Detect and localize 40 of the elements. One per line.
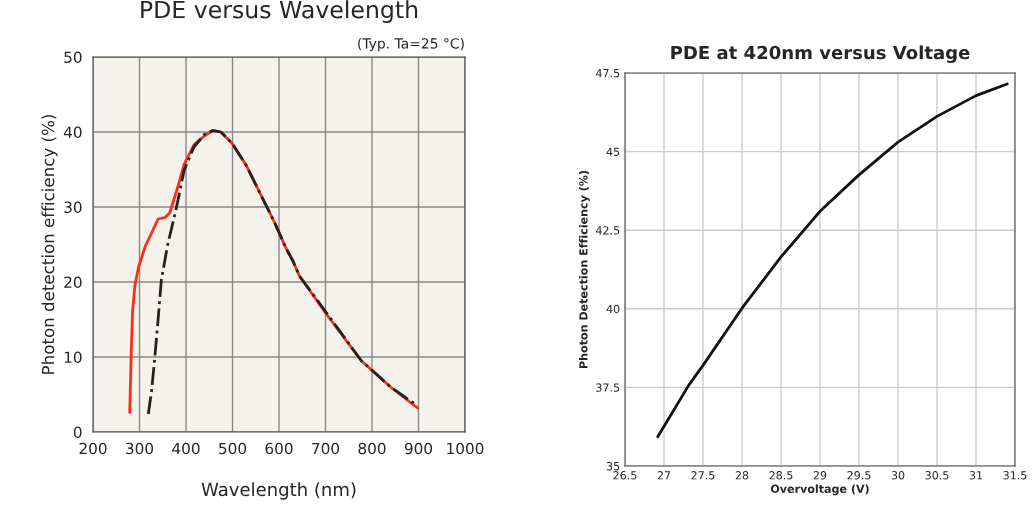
- y-tick-label: 45: [606, 147, 620, 156]
- x-tick-label: 31.5: [1003, 471, 1027, 480]
- y-axis-title: Photon Detection Efficiency (%): [579, 170, 590, 368]
- text: (Typ. Ta=25 °C): [358, 37, 464, 52]
- y-tick-label: 42.5: [595, 226, 620, 235]
- x-tick-label: 900: [404, 442, 433, 455]
- y-tick-label: 0: [73, 426, 82, 439]
- x-tick-label: 28.5: [769, 471, 793, 480]
- x-tick-label: 300: [126, 442, 154, 455]
- y-tick-label: 35: [606, 461, 620, 471]
- y-axis-title: Photon detection efficiency (%): [41, 115, 58, 374]
- chart-title: PDE at 420nm versus Voltage: [671, 45, 970, 64]
- x-tick-label: 30: [891, 471, 905, 480]
- x-tick-label: 500: [219, 442, 247, 455]
- x-tick-label: 600: [265, 442, 293, 455]
- y-tick-label: 50: [64, 51, 82, 64]
- y-tick-label: 40: [63, 126, 82, 139]
- x-tick-label: 27.5: [691, 471, 715, 480]
- x-axis-title: Overvoltage (V): [770, 484, 869, 496]
- x-tick-label: 200: [79, 442, 107, 455]
- x-tick-label: 31: [969, 471, 983, 480]
- y-tick-label: 30: [64, 201, 82, 214]
- x-tick-label: 800: [358, 442, 386, 455]
- x-tick-label: 26.5: [613, 471, 637, 480]
- x-tick-label: 700: [312, 442, 340, 455]
- x-tick-label: 1000: [447, 442, 484, 455]
- y-tick-label: 47.5: [595, 69, 620, 78]
- chart-title: PDE versus Wavelength: [141, 0, 418, 24]
- y-tick-label: 10: [64, 351, 82, 364]
- x-tick-label: 30.5: [925, 471, 949, 480]
- x-tick-label: 27: [657, 471, 671, 480]
- x-tick-label: 28: [735, 471, 749, 480]
- x-tick-label: 29.5: [847, 471, 871, 480]
- x-axis-title: Wavelength (nm): [201, 482, 356, 500]
- y-tick-label: 20: [64, 276, 82, 289]
- y-tick-label: 37.5: [596, 383, 620, 392]
- x-tick-label: 400: [172, 442, 200, 455]
- line-series: [656, 82, 1009, 439]
- y-tick-label: 40: [606, 304, 620, 314]
- x-tick-label: 29: [813, 471, 827, 480]
